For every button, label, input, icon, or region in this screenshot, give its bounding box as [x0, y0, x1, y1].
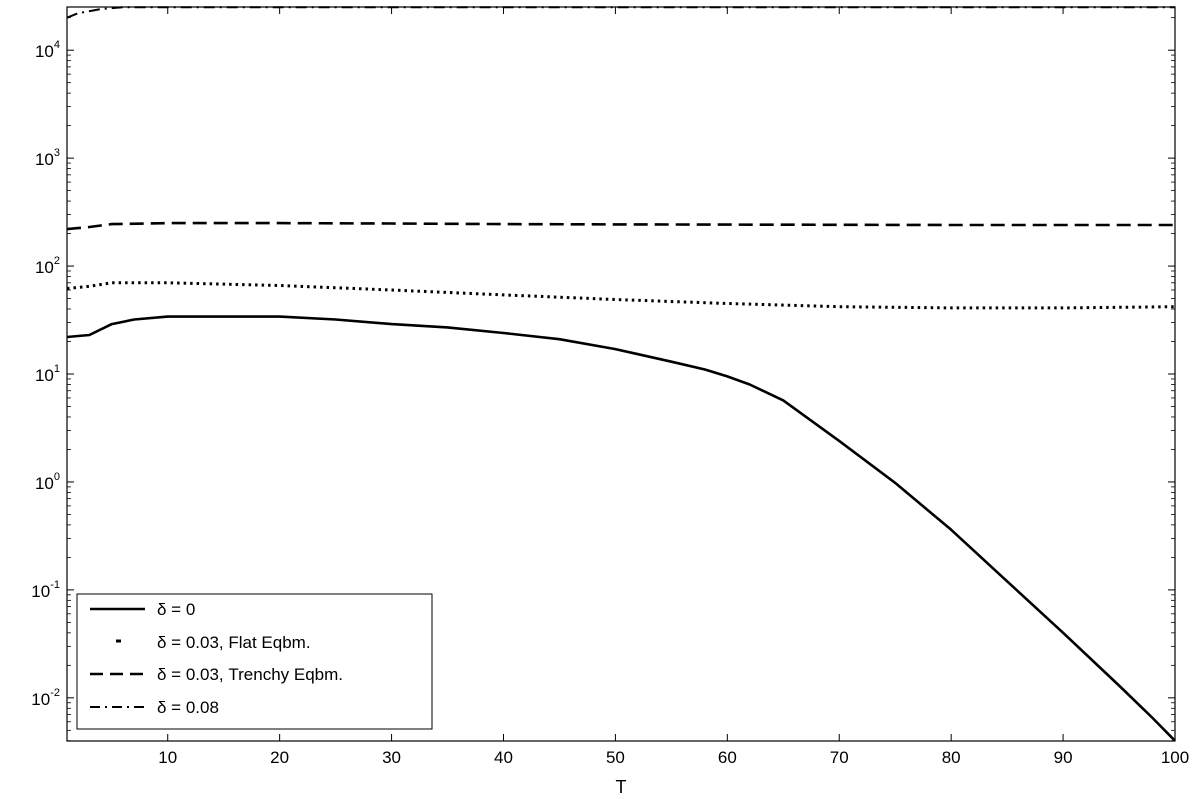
series-line-trenchy-eqbm	[66, 221, 1175, 231]
legend-box	[76, 593, 433, 730]
ticks-layer: 10 20 30 40 50 60 70 80 90 100 10-2 10-1 100 101 102 10…	[31, 7, 1189, 767]
y-tick-label: 10-1	[31, 579, 60, 601]
x-tick-label: 80	[942, 748, 961, 767]
x-tick-label: 10	[158, 748, 177, 767]
legend-label-trenchy-eqbm: δ = 0.03, Trenchy Eqbm.	[157, 665, 343, 684]
x-tick-label: 90	[1054, 748, 1073, 767]
y-tick-label: 101	[35, 363, 60, 385]
x-tick-label: 20	[270, 748, 289, 767]
legend-label-delta-0: δ = 0	[157, 600, 195, 619]
x-tick-label: 50	[606, 748, 625, 767]
series-line-flat-eqbm	[66, 281, 1176, 310]
y-tick-label: 103	[35, 147, 60, 169]
x-tick-label: 30	[382, 748, 401, 767]
x-tick-label: 40	[494, 748, 513, 767]
y-tick-label: 102	[35, 255, 60, 277]
x-tick-label: 100	[1161, 748, 1189, 767]
series-line-delta-0	[66, 315, 1176, 742]
x-tick-label: 60	[718, 748, 737, 767]
y-tick-label: 100	[35, 471, 60, 493]
legend-label-flat-eqbm: δ = 0.03, Flat Eqbm.	[157, 633, 311, 652]
series-layer	[66, 6, 1176, 742]
x-tick-label: 70	[830, 748, 849, 767]
y-tick-label: 10-2	[31, 687, 60, 709]
y-tick-label: 104	[35, 39, 60, 61]
legend-label-delta-008: δ = 0.08	[157, 698, 219, 717]
legend: δ = 0 δ = 0.03, Flat Eqbm. δ = 0.03, Tre…	[76, 593, 433, 730]
x-axis-label: T	[616, 777, 627, 797]
